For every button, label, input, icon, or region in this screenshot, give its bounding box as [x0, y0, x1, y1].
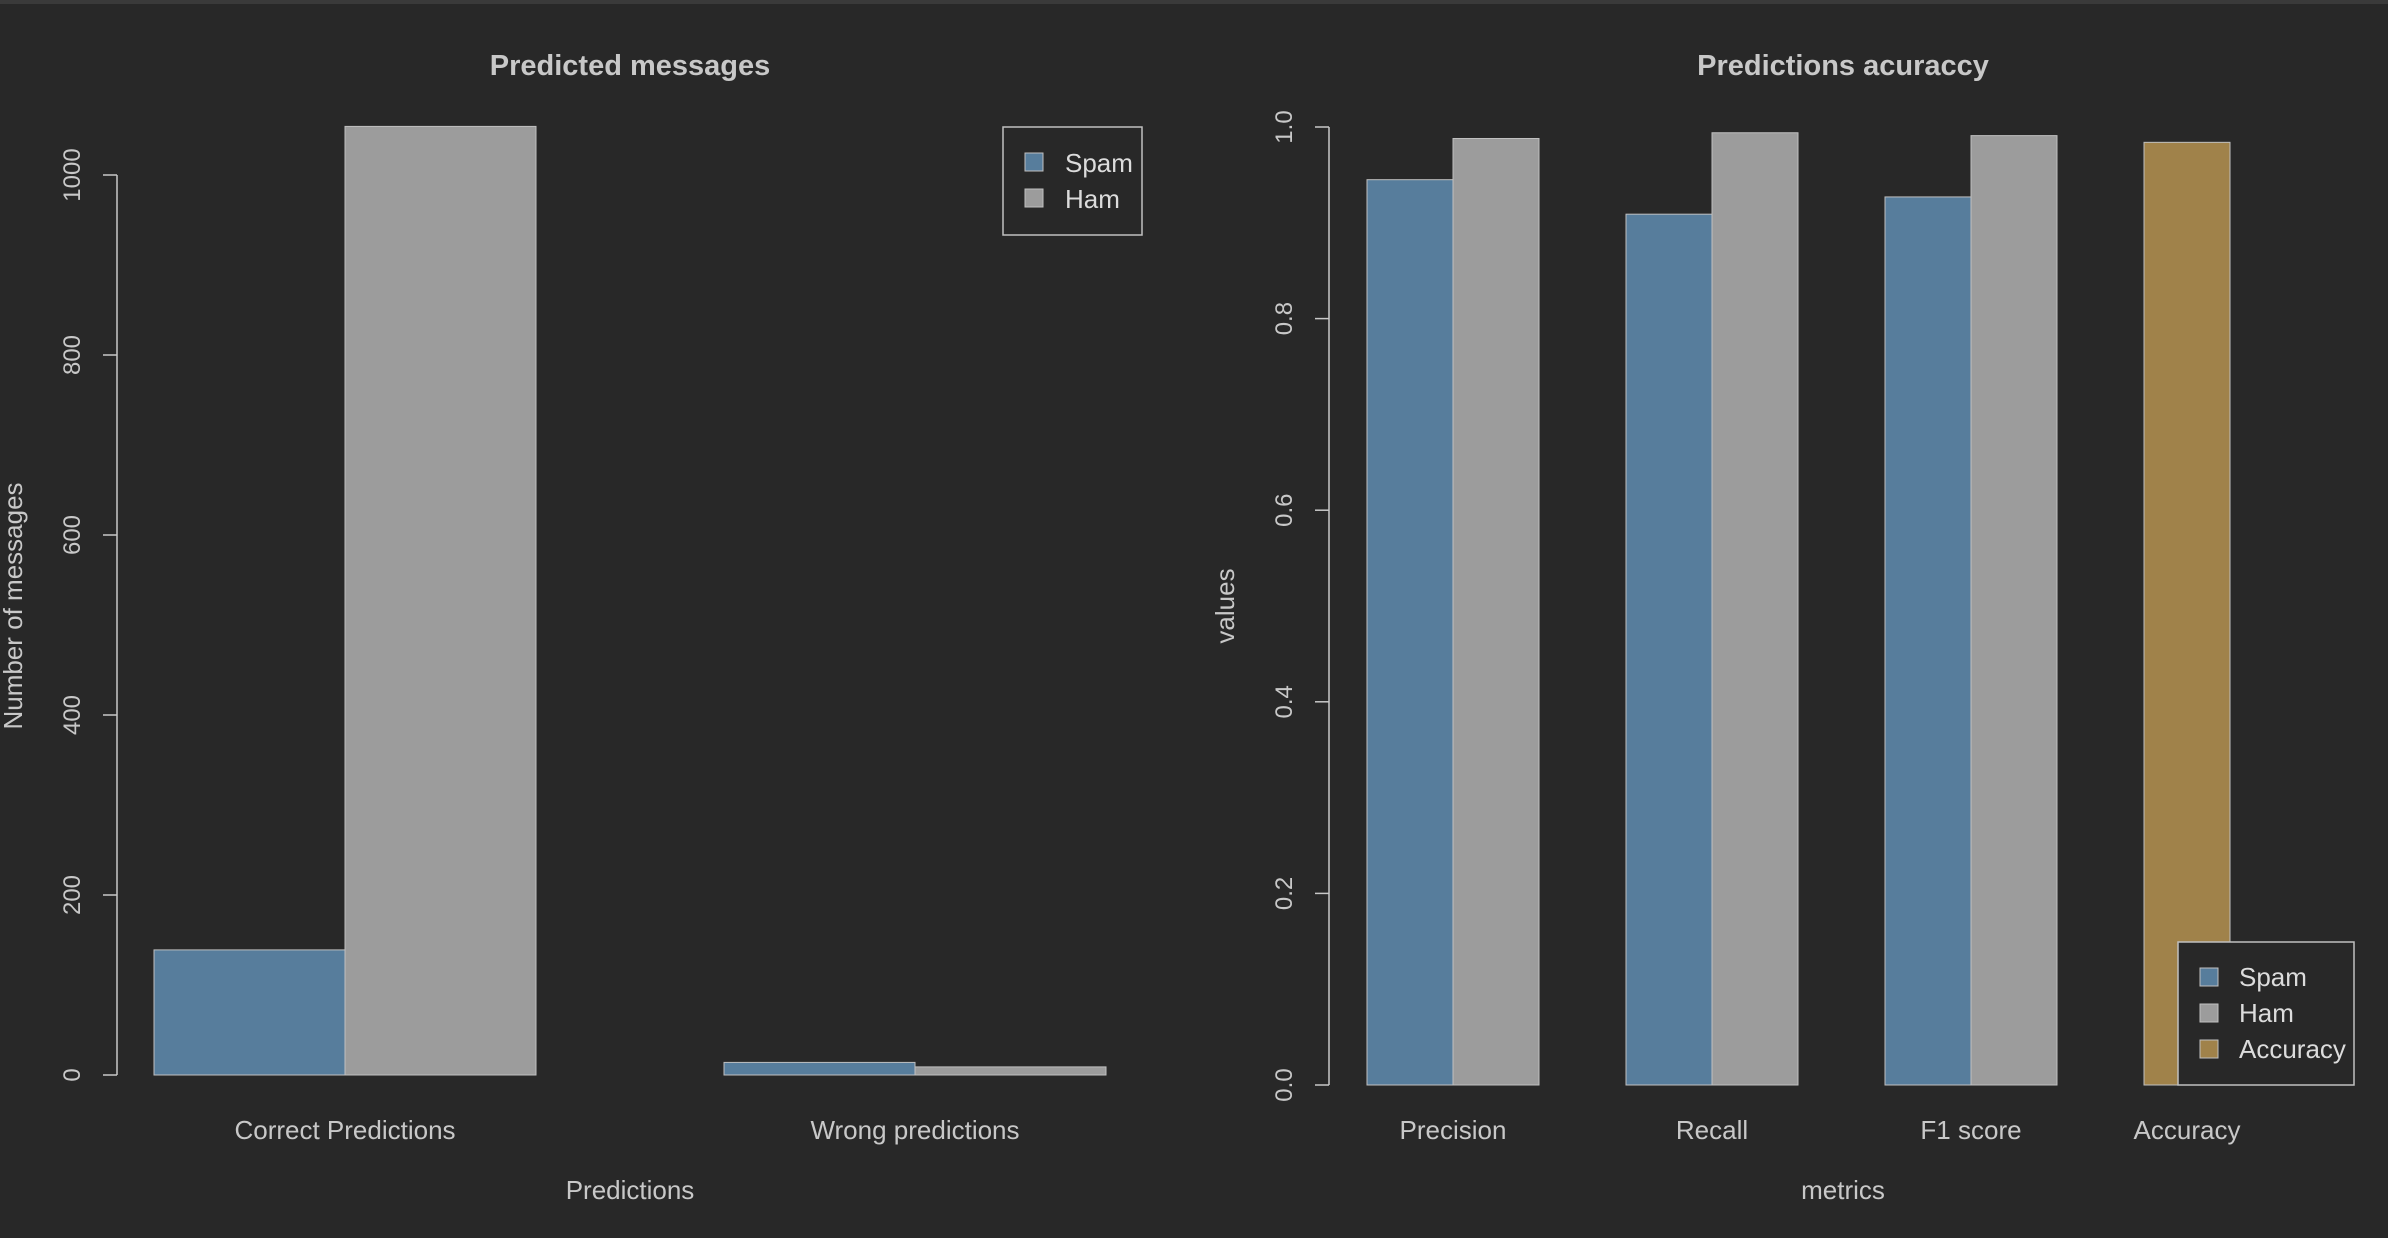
predicted-messages-chart: Predicted messages Predictions Number of…	[0, 50, 1143, 1205]
legend: Spam Ham Accuracy	[2177, 941, 2355, 1086]
y-tick-label: 200	[59, 875, 86, 915]
bar-spam-f1-score	[1884, 196, 1972, 1086]
x-axis-label: metrics	[1801, 1175, 1885, 1205]
y-axis-label: Number of messages	[0, 482, 28, 729]
legend-swatch-spam	[1024, 152, 1044, 172]
bars	[153, 125, 1107, 1076]
legend: Spam Ham	[1002, 126, 1143, 236]
y-tick-labels: 0.0 0.2 0.4 0.6 0.8 1.0	[1271, 110, 1298, 1101]
category-label-precision: Precision	[1400, 1115, 1507, 1145]
bar-ham-precision	[1452, 137, 1540, 1086]
y-tick-labels: 0 200 400 600 800 1000	[59, 148, 86, 1081]
y-tick-label: 0	[59, 1068, 86, 1081]
legend-label-accuracy: Accuracy	[2239, 1034, 2346, 1064]
y-tick-label: 0.0	[1271, 1068, 1298, 1101]
bars	[1366, 132, 2231, 1086]
y-tick-label: 0.2	[1271, 877, 1298, 910]
category-label-wrong: Wrong predictions	[810, 1115, 1019, 1145]
legend-swatch-spam	[2199, 967, 2219, 987]
bar-ham-correct-predictions	[344, 125, 537, 1076]
bar-ham-wrong-predictions	[914, 1066, 1107, 1076]
bar-ham-recall	[1711, 132, 1799, 1086]
category-labels: Correct Predictions Wrong predictions	[234, 1115, 1019, 1145]
category-label-f1-score: F1 score	[1920, 1115, 2021, 1145]
predictions-accuracy-chart: Predictions acuraccy metrics values 0.00…	[1210, 50, 2355, 1205]
chart-title: Predicted messages	[490, 50, 770, 82]
bar-spam-recall	[1625, 213, 1713, 1086]
category-label-recall: Recall	[1676, 1115, 1748, 1145]
y-axis	[103, 174, 118, 1076]
y-tick-label: 1000	[59, 148, 86, 201]
bar-spam-precision	[1366, 179, 1454, 1086]
category-labels: Precision Recall F1 score Accuracy	[1400, 1115, 2241, 1145]
y-axis	[1315, 126, 1330, 1086]
bar-accuracy-accuracy	[2143, 141, 2231, 1086]
y-tick-label: 0.6	[1271, 494, 1298, 527]
legend-swatch-ham	[1024, 188, 1044, 208]
bar-spam-wrong-predictions	[723, 1061, 916, 1076]
y-tick-label: 600	[59, 515, 86, 555]
bar-ham-f1-score	[1970, 135, 2058, 1086]
top-border	[0, 0, 2388, 4]
y-tick-label: 1.0	[1271, 110, 1298, 143]
legend-label-spam: Spam	[1065, 148, 1133, 178]
chart-title: Predictions acuraccy	[1697, 50, 1989, 82]
legend-box	[1002, 126, 1143, 236]
x-axis-label: Predictions	[566, 1175, 695, 1205]
y-tick-label: 0.4	[1271, 685, 1298, 718]
y-axis-label: values	[1210, 568, 1240, 643]
category-label-accuracy: Accuracy	[2134, 1115, 2241, 1145]
legend-swatch-accuracy	[2199, 1039, 2219, 1059]
legend-label-ham: Ham	[1065, 184, 1120, 214]
y-tick-label: 800	[59, 335, 86, 375]
legend-swatch-ham	[2199, 1003, 2219, 1023]
y-tick-label: 0.8	[1271, 302, 1298, 335]
category-label-correct: Correct Predictions	[234, 1115, 455, 1145]
legend-label-ham: Ham	[2239, 998, 2294, 1028]
bar-spam-correct-predictions	[153, 949, 346, 1076]
legend-label-spam: Spam	[2239, 962, 2307, 992]
y-tick-label: 400	[59, 695, 86, 735]
